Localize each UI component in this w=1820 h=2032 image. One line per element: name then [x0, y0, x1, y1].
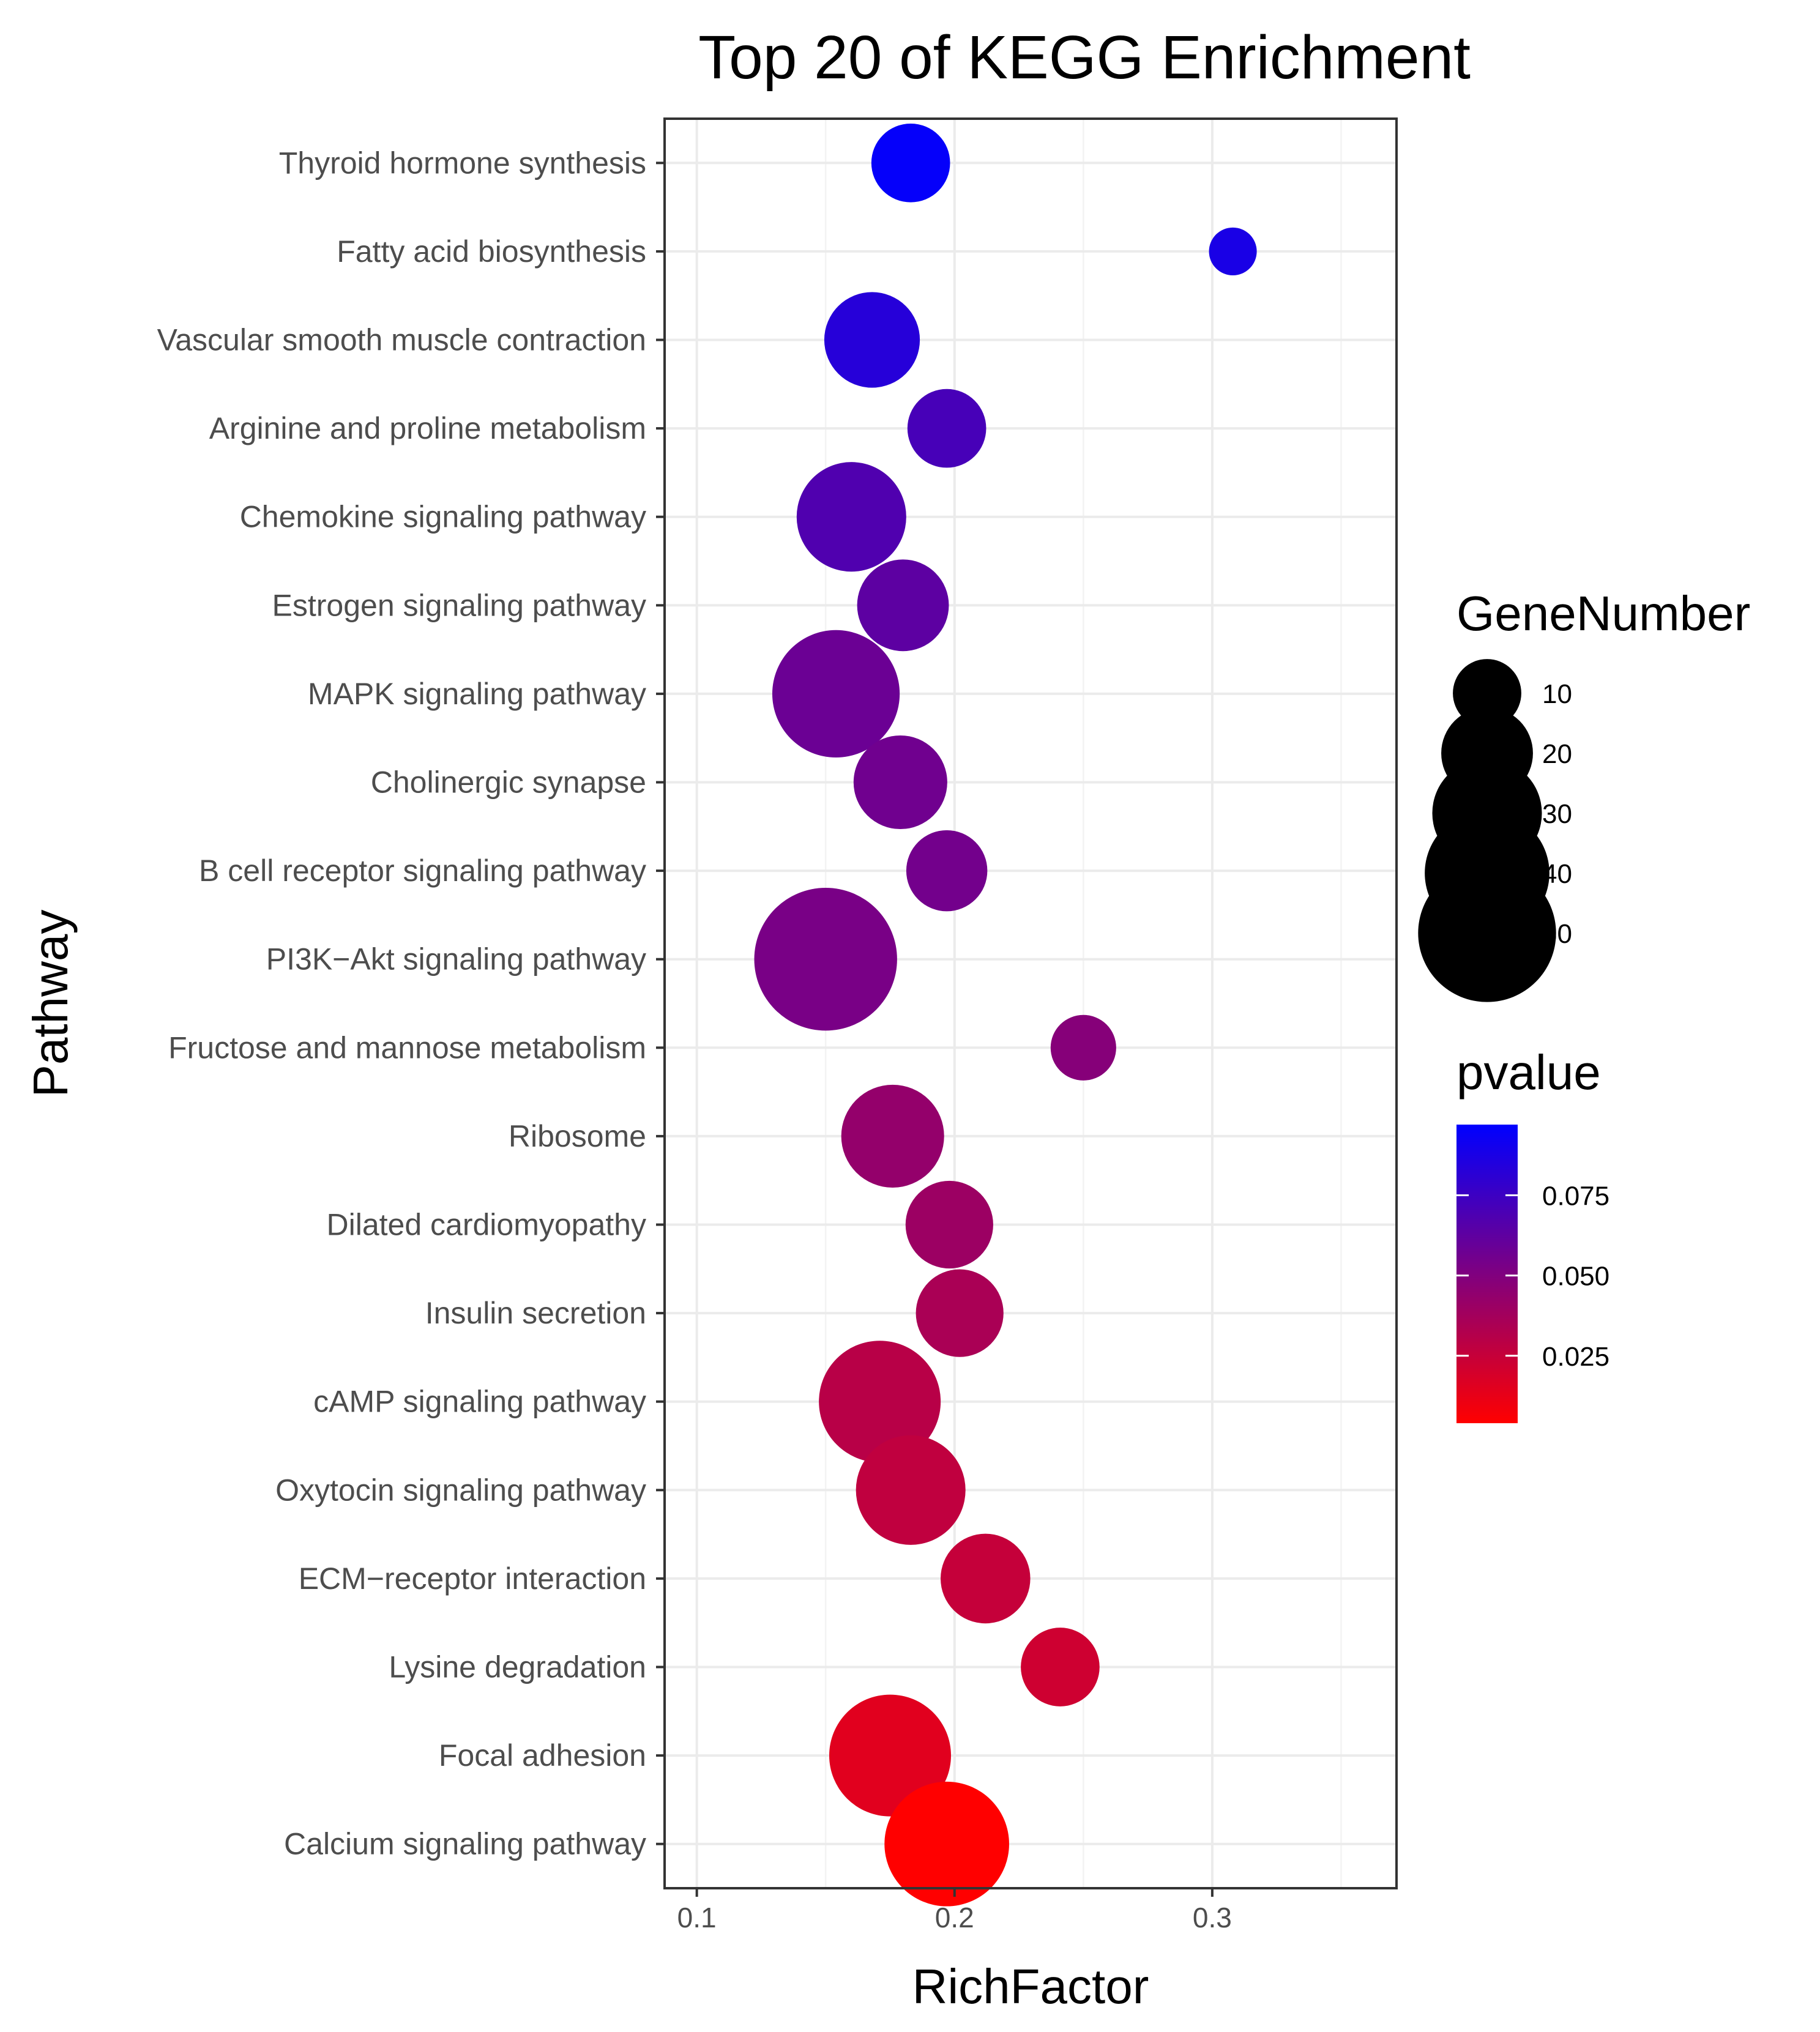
x-axis: 0.1 0.2 0.3: [677, 1888, 1232, 1933]
size-legend-label: 50: [1542, 919, 1572, 949]
y-tick-label: Thyroid hormone synthesis: [279, 146, 646, 180]
y-tick-label: Focal adhesion: [439, 1738, 646, 1773]
size-legend-label: 10: [1542, 679, 1572, 709]
y-tick-label: Dilated cardiomyopathy: [327, 1208, 647, 1242]
color-legend-label: 0.075: [1542, 1181, 1609, 1211]
data-point: [857, 559, 949, 652]
y-axis-title: Pathway: [23, 910, 78, 1098]
data-point: [941, 1533, 1031, 1624]
gene-number-legend: GeneNumber 10 20 30 40 50: [1418, 586, 1750, 1002]
color-legend-title: pvalue: [1456, 1045, 1601, 1100]
y-axis: Thyroid hormone synthesis Fatty acid bios…: [157, 146, 665, 1861]
x-tick-label: 0.2: [935, 1902, 974, 1933]
color-legend-label: 0.025: [1542, 1342, 1609, 1372]
x-axis-title: RichFactor: [912, 1959, 1149, 2014]
data-point: [1021, 1628, 1100, 1706]
size-legend-label: 30: [1542, 799, 1572, 829]
y-tick-label: MAPK signaling pathway: [308, 677, 646, 711]
y-tick-label: Cholinergic synapse: [371, 765, 646, 800]
data-point: [819, 1341, 941, 1463]
y-tick-label: Calcium signaling pathway: [284, 1827, 646, 1861]
y-tick-label: cAMP signaling pathway: [313, 1385, 646, 1419]
data-point: [906, 830, 988, 912]
chart-title: Top 20 of KEGG Enrichment: [698, 23, 1471, 92]
data-point: [841, 1084, 944, 1188]
data-point: [871, 123, 950, 203]
data-point: [824, 292, 920, 388]
data-point: [1209, 227, 1257, 275]
plot-border: [663, 117, 1398, 1889]
y-tick-label: Chemokine signaling pathway: [240, 500, 646, 534]
color-legend-label: 0.050: [1542, 1262, 1609, 1292]
y-tick-label: Lysine degradation: [389, 1650, 646, 1684]
size-legend-key: [1453, 659, 1521, 728]
color-legend-ticks: 0.075 0.050 0.025: [1456, 1181, 1609, 1372]
y-tick-label: Estrogen signaling pathway: [272, 588, 647, 622]
size-legend-key: [1418, 864, 1556, 1002]
data-point: [829, 1694, 951, 1817]
size-legend-title: GeneNumber: [1456, 586, 1750, 641]
pvalue-legend: pvalue 0.075 0.050 0.025: [1456, 1045, 1609, 1423]
pvalue-colorbar: [1456, 1125, 1518, 1423]
y-tick-label: Ribosome: [509, 1119, 646, 1153]
y-tick-label: ECM−receptor interaction: [299, 1561, 646, 1596]
data-point: [907, 389, 986, 468]
y-tick-label: Oxytocin signaling pathway: [275, 1473, 646, 1507]
size-legend-label: 40: [1542, 859, 1572, 889]
data-point: [772, 630, 900, 758]
data-point: [754, 888, 897, 1031]
data-point: [853, 735, 947, 830]
data-point: [796, 462, 906, 572]
y-tick-label: PI3K−Akt signaling pathway: [266, 942, 646, 977]
data-point: [856, 1435, 966, 1545]
grid-major: [665, 119, 1397, 1888]
data-point: [916, 1269, 1004, 1357]
y-tick-label: Fructose and mannose metabolism: [168, 1030, 646, 1065]
x-tick-label: 0.3: [1193, 1902, 1232, 1933]
data-points: [754, 123, 1257, 1907]
y-tick-label: Insulin secretion: [425, 1296, 646, 1330]
y-tick-label: B cell receptor signaling pathway: [199, 854, 646, 888]
size-legend-items: 10 20 30 40 50: [1418, 659, 1572, 1002]
y-tick-label: Vascular smooth muscle contraction: [157, 323, 646, 357]
plot-panel: [663, 117, 1398, 1907]
size-legend-label: 20: [1542, 739, 1572, 769]
y-tick-label: Fatty acid biosynthesis: [337, 234, 646, 269]
data-point: [905, 1180, 993, 1269]
data-point: [884, 1781, 1009, 1907]
data-point: [1050, 1014, 1116, 1081]
y-tick-label: Arginine and proline metabolism: [209, 411, 646, 445]
x-tick-label: 0.1: [677, 1902, 717, 1933]
